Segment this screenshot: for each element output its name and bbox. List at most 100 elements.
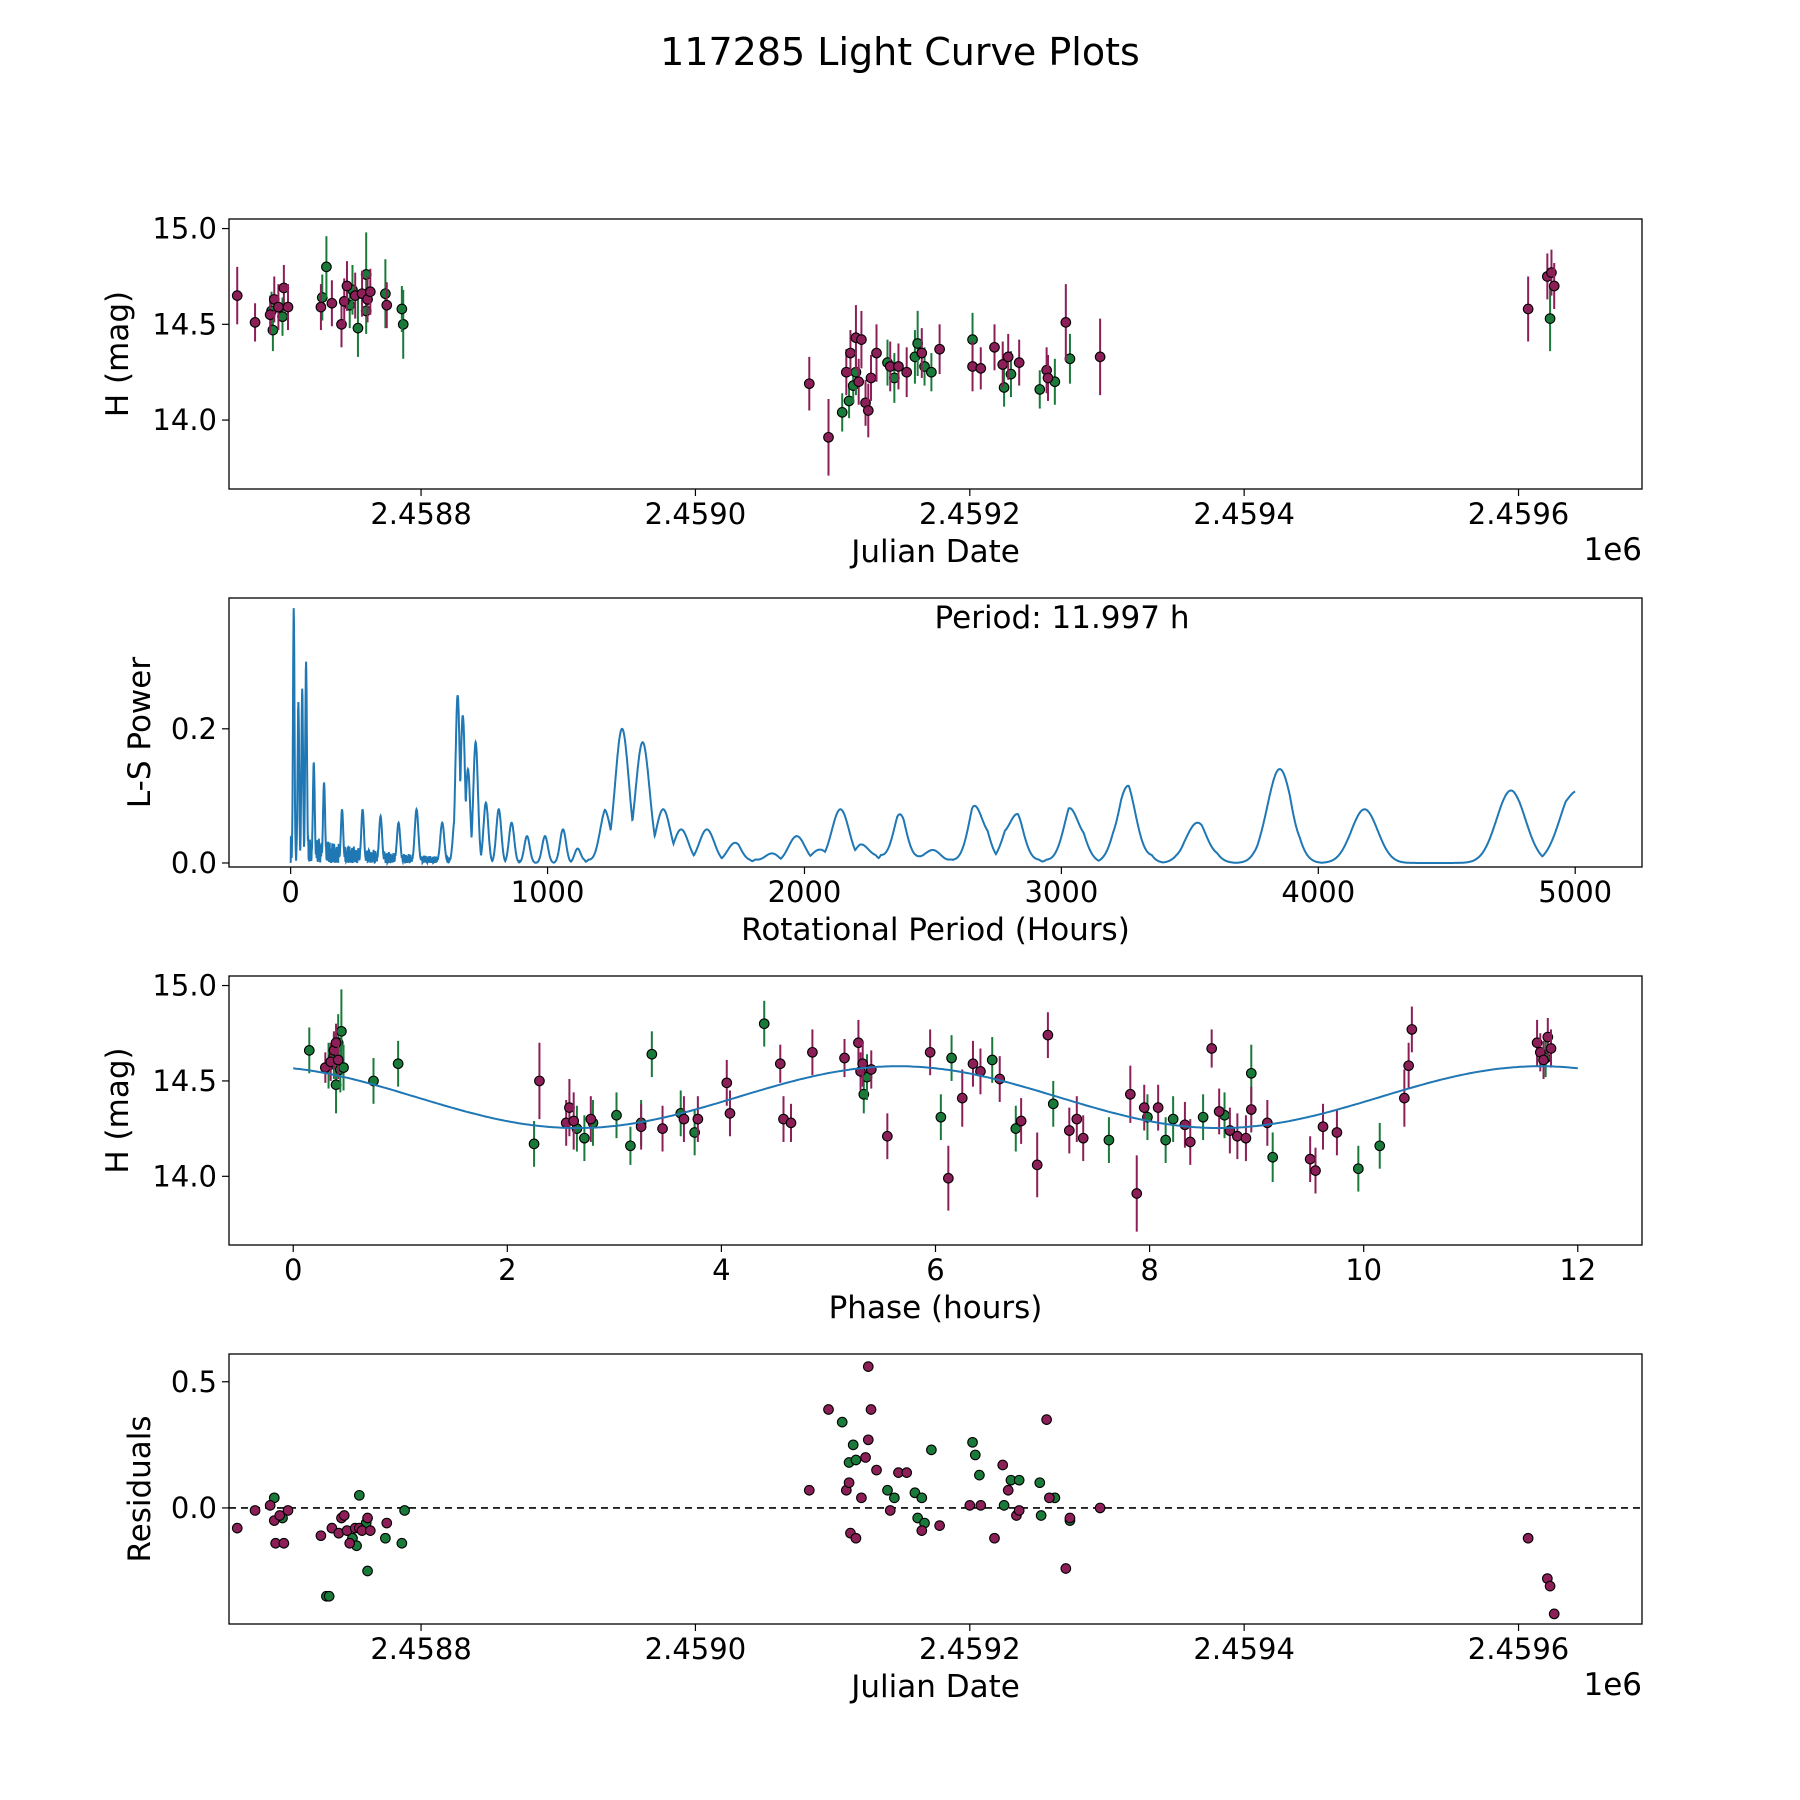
data-point-r	[1152, 1102, 1164, 1113]
x-tick-label: 2.4596	[1468, 1632, 1569, 1666]
x-tick-label: 4000	[1281, 875, 1355, 909]
data-point-r	[1002, 351, 1014, 363]
data-point-r	[568, 1115, 580, 1127]
data-point-r	[803, 1484, 815, 1496]
data-point-r	[273, 301, 284, 313]
data-point-g	[1035, 1510, 1047, 1521]
data-point-g	[323, 1590, 335, 1602]
data-point-r	[249, 317, 261, 328]
data-point-g	[836, 407, 848, 418]
data-point-r	[657, 1123, 668, 1134]
data-point-r	[1240, 1132, 1252, 1144]
data-point-g	[836, 1416, 848, 1428]
data-point-g	[396, 303, 408, 315]
data-point-r	[249, 1505, 261, 1516]
data-point-r	[803, 378, 815, 390]
period-annotation: Period: 11.997 h	[935, 600, 1190, 636]
data-point-r	[1179, 1119, 1191, 1131]
data-point-g	[579, 1132, 590, 1144]
data-point-r	[1548, 1608, 1560, 1620]
periodogram-panel: Period: 11.997 h 0 1000 2000 3000 4000 5000 0.…	[122, 597, 1643, 948]
data-point-g	[399, 1505, 410, 1516]
data-point-r	[1060, 317, 1072, 328]
data-point-r	[1094, 1502, 1106, 1514]
data-point-g	[625, 1140, 636, 1152]
data-point-r	[865, 1404, 877, 1415]
data-point-r	[856, 1492, 867, 1504]
x-axis-label: Julian Date	[849, 1669, 1020, 1705]
data-point-g	[380, 288, 391, 300]
data-point-r	[862, 1361, 874, 1372]
x-tick-label: 2.4592	[919, 497, 1020, 531]
data-point-r	[1077, 1132, 1089, 1144]
data-point-r	[282, 1505, 294, 1516]
data-point-g	[303, 1045, 315, 1056]
x-offset-label: 1e6	[1583, 532, 1642, 568]
data-point-r	[862, 405, 874, 416]
data-point-g	[336, 1025, 347, 1037]
data-point-g	[1544, 313, 1556, 324]
y-tick-label: 15.0	[152, 969, 217, 1003]
data-point-r	[807, 1046, 818, 1058]
data-point-g	[926, 1444, 937, 1456]
data-point-r	[1063, 1125, 1075, 1136]
light-curve-panel: 2.4588 2.4590 2.4592 2.4594 2.4596 14.0 14.5 15…	[100, 212, 1643, 570]
data-point-r	[332, 1054, 344, 1066]
data-point-r	[997, 1459, 1009, 1471]
axes-frame	[228, 597, 1643, 868]
data-point-r	[865, 372, 877, 384]
data-point-r	[1548, 280, 1560, 292]
y-tick-label: 0.0	[171, 846, 217, 880]
x-tick-label: 1000	[511, 875, 585, 909]
data-point-g	[528, 1138, 540, 1150]
data-point-r	[934, 343, 945, 355]
data-point-r	[1403, 1060, 1414, 1072]
data-point-g	[888, 1492, 900, 1504]
data-point-g	[397, 318, 409, 330]
data-point-r	[534, 1075, 545, 1087]
data-point-r	[1522, 303, 1534, 315]
data-point-r	[1131, 1188, 1143, 1199]
data-point-r	[364, 286, 376, 298]
data-point-r	[1013, 357, 1025, 368]
data-point-r	[785, 1117, 797, 1129]
data-point-r	[282, 301, 294, 313]
x-tick-label: 2.4588	[370, 497, 471, 531]
data-point-r	[823, 431, 834, 443]
data-point-r	[989, 1532, 1000, 1544]
data-point-g	[758, 1018, 770, 1030]
data-point-g	[1167, 1113, 1179, 1125]
data-point-r	[924, 1046, 936, 1058]
x-axis-label: Julian Date	[849, 534, 1020, 570]
data-point-g	[969, 1449, 981, 1461]
data-point-g	[1352, 1163, 1364, 1175]
x-tick-label: 0	[281, 875, 299, 909]
x-tick-label: 12	[1559, 1253, 1596, 1287]
data-point-r	[1261, 1117, 1273, 1129]
figure-title: 117285 Light Curve Plots	[660, 30, 1140, 74]
data-point-r	[330, 1037, 342, 1049]
data-point-r	[721, 1077, 733, 1089]
data-point-g	[1034, 1477, 1046, 1489]
y-tick-label: 0.2	[171, 712, 217, 746]
data-point-g	[998, 1500, 1010, 1511]
data-point-g	[1245, 1067, 1257, 1079]
data-point-g	[1047, 1098, 1059, 1110]
data-point-r	[1399, 1092, 1410, 1104]
data-point-g	[998, 382, 1010, 393]
data-point-r	[326, 297, 338, 309]
data-point-r	[823, 1404, 834, 1415]
data-point-r	[964, 1500, 976, 1511]
data-point-g	[396, 1537, 408, 1549]
y-axis-label: Residuals	[122, 1415, 158, 1562]
data-point-r	[1071, 1113, 1083, 1125]
data-point-g	[1374, 1140, 1386, 1152]
model-fit-curve	[293, 1065, 1578, 1130]
x-axis-label: Phase (hours)	[829, 1290, 1043, 1326]
data-point-r	[1042, 1029, 1054, 1041]
data-point-r	[916, 347, 928, 359]
data-point-r	[956, 1092, 968, 1104]
data-point-g	[352, 322, 364, 334]
x-tick-label: 10	[1345, 1253, 1382, 1287]
x-offset-label: 1e6	[1583, 1667, 1642, 1703]
